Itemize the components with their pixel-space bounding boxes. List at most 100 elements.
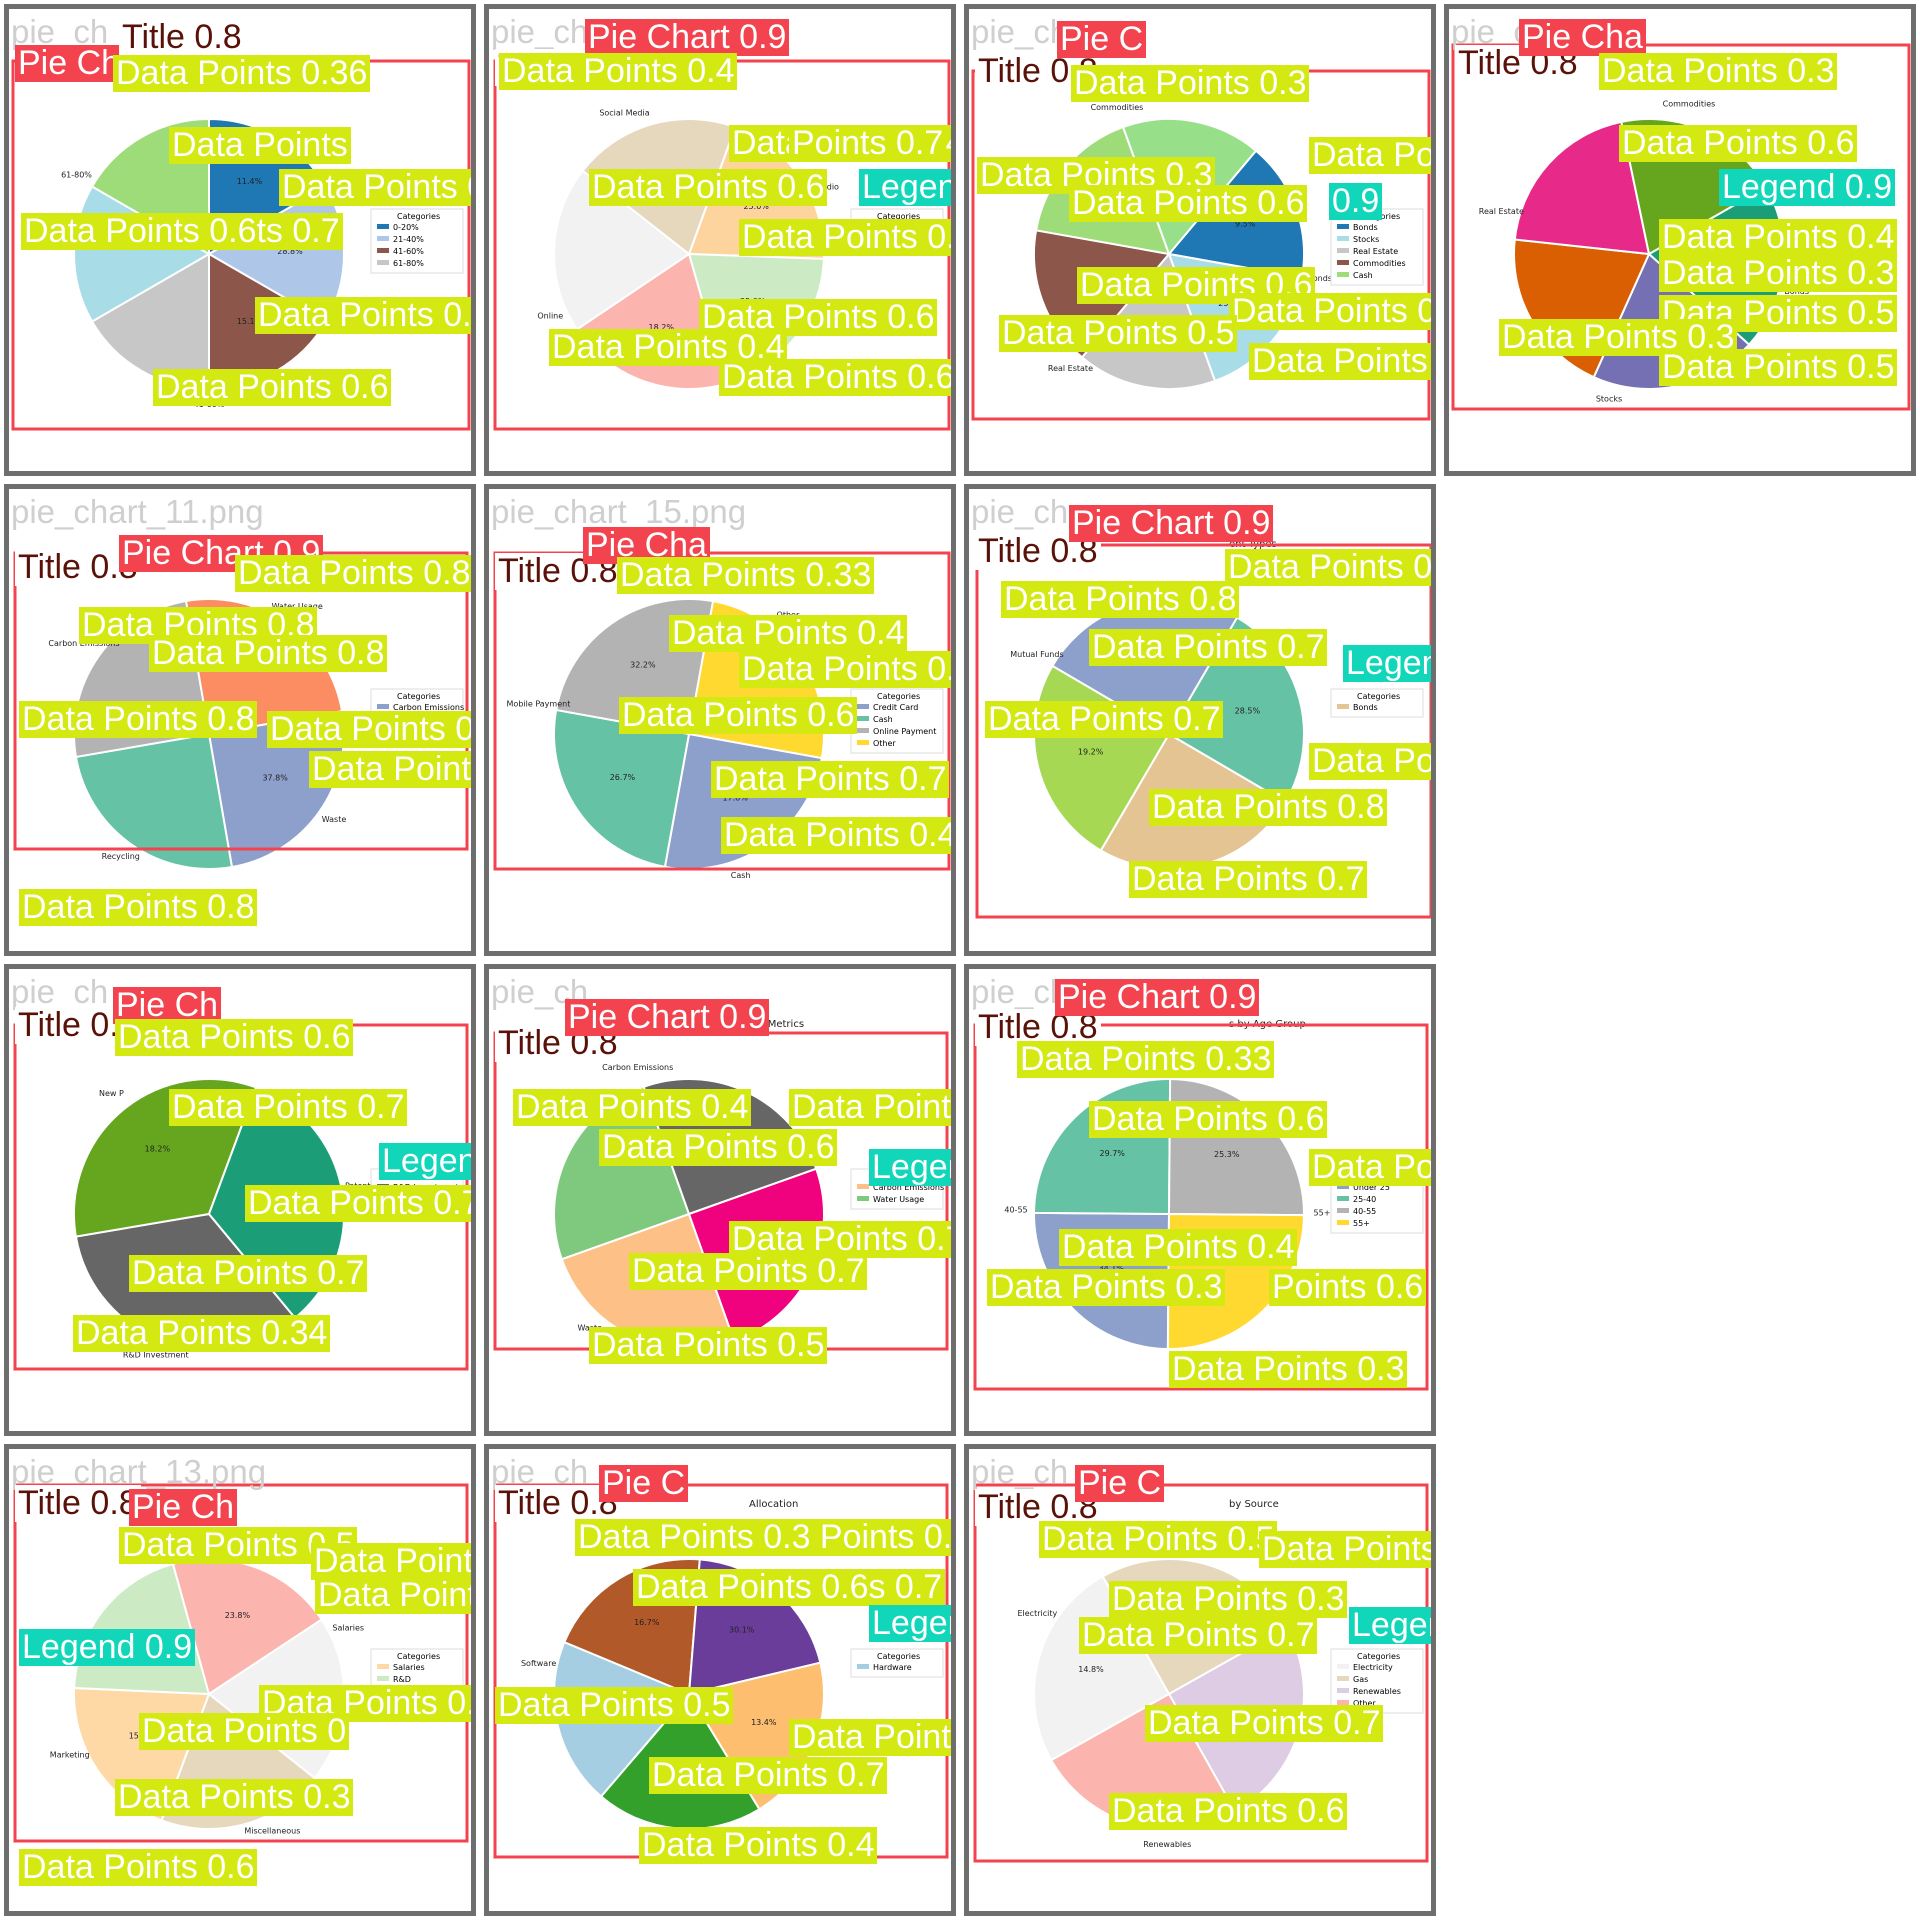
data-points-label: Data Points 0.6 bbox=[739, 219, 951, 256]
detection-tile: pie_ch5.2%19.2%11.7%28.5%BondsMutual Fun… bbox=[964, 484, 1436, 956]
legend-item-label: Bonds bbox=[1353, 223, 1378, 232]
pie-chart-label: Pie Chart 0.9 bbox=[585, 19, 790, 56]
data-points-label: Data Points 0.6 bbox=[153, 369, 392, 406]
legend-swatch bbox=[1337, 236, 1349, 241]
slice-name-label: Bonds bbox=[1307, 274, 1332, 283]
legend-item-label: Other bbox=[1353, 1699, 1376, 1708]
data-points-label: Data Points 0.7 bbox=[1145, 1705, 1384, 1742]
data-points-label: Data Points 0.8 bbox=[19, 701, 258, 738]
slice-percentage-label: 19.2% bbox=[1078, 748, 1104, 757]
legend-title: Categories bbox=[877, 1652, 920, 1661]
legend-item-label: R&D bbox=[393, 1675, 411, 1684]
legend-label: Legend 0.9 bbox=[869, 1605, 951, 1642]
slice-name-label: Real Estate bbox=[1479, 207, 1524, 216]
slice-name-label: Real Estate bbox=[1048, 364, 1093, 373]
legend-swatch bbox=[857, 716, 869, 721]
slice-percentage-label: 13.4% bbox=[751, 1718, 777, 1727]
data-points-label: Data Points 0.5 bbox=[1249, 343, 1431, 380]
data-points-label: Data Points 0.7 bbox=[649, 1757, 888, 1794]
data-points-label: Data Points 0.3 bbox=[1309, 137, 1431, 174]
chart-legend: Categories Bonds bbox=[1330, 688, 1424, 718]
slice-name-label: Marketing bbox=[50, 1750, 90, 1759]
data-points-label: Data Points 0.3 Points 0. bbox=[575, 1519, 951, 1556]
slice-name-label: Miscellaneous bbox=[244, 1826, 300, 1835]
legend-item-label: Stocks bbox=[1353, 235, 1379, 244]
data-points-label: Data Points 0.4 bbox=[1059, 1229, 1298, 1266]
slice-percentage-label: 28.5% bbox=[1235, 706, 1261, 715]
slice-name-label: Commodities bbox=[1091, 103, 1144, 112]
detection-tile: pie_ch25.0%25.0%18.2%RadioPrintOnlineSoc… bbox=[484, 4, 956, 476]
slice-name-label: Renewables bbox=[1143, 1840, 1191, 1849]
pie-slice bbox=[553, 169, 691, 331]
data-points-label: Data Points 0.7 bbox=[629, 1253, 868, 1290]
data-points-label: Data Points 0.7 bbox=[129, 1255, 368, 1292]
legend-label: Legend 0.9 bbox=[19, 1629, 196, 1666]
legend-swatch bbox=[1337, 272, 1349, 277]
pie-chart-label: Pie Chart 0.9 bbox=[565, 999, 770, 1036]
pie-chart-label: Pie Cha bbox=[1519, 19, 1646, 56]
image-filename: pie_ch bbox=[11, 973, 109, 1010]
data-points-label: Data Points 0.6s 0.7 bbox=[633, 1569, 946, 1606]
slice-percentage-label: 26.7% bbox=[610, 773, 636, 782]
pie-chart-label: Pie C bbox=[1075, 1465, 1165, 1502]
data-points-label: Points 0.6 bbox=[1269, 1269, 1427, 1306]
data-points-label: Data Points 0.7 bbox=[169, 1089, 408, 1126]
data-points-label: Data Points 0.8 bbox=[19, 889, 258, 926]
image-filename: pie_chart_13.png bbox=[11, 1453, 267, 1490]
slice-percentage-label: 9.5% bbox=[1235, 219, 1256, 228]
legend-title: Categories bbox=[397, 1652, 440, 1661]
data-points-label: Data Points 0.8 bbox=[1309, 743, 1431, 780]
slice-name-label: Radio bbox=[816, 182, 839, 191]
legend-title: Categories bbox=[1357, 1652, 1400, 1661]
chart-legend: Categories Credit Card Cash Online Payment O… bbox=[850, 688, 944, 754]
legend-swatch bbox=[1337, 1664, 1349, 1669]
data-points-label: Data Points 0.5 bbox=[789, 1719, 951, 1756]
chart-title-text: act Metrics bbox=[749, 1019, 804, 1030]
data-points-label: Data Points 0.34 bbox=[73, 1315, 331, 1352]
legend-item-label: Commodities bbox=[1353, 259, 1406, 268]
data-points-label: Data Points 0.6 bbox=[739, 651, 951, 688]
slice-percentage-label: 37.8% bbox=[262, 774, 288, 783]
legend-label: Legend 0.9 bbox=[1349, 1607, 1431, 1644]
data-points-label: Data Points 0.8 bbox=[149, 635, 388, 672]
legend-swatch bbox=[1337, 248, 1349, 253]
data-points-label: Data Points 0.7 bbox=[267, 711, 471, 748]
legend-swatch bbox=[1337, 1184, 1349, 1189]
slice-name-label: Mutual Funds bbox=[1010, 650, 1063, 659]
chart-title-text: by Source bbox=[1229, 1499, 1279, 1510]
detection-tile: pie_ch14.8%48.8%ElectricityOtherRenewabl… bbox=[964, 1444, 1436, 1916]
pie-chart-label: Pie Ch bbox=[15, 45, 124, 82]
slice-name-label: Carbon Emissions bbox=[602, 1063, 673, 1072]
legend-item-label: Water Usage bbox=[873, 1195, 924, 1204]
slice-percentage-label: 18.2% bbox=[649, 323, 675, 332]
slice-name-label: 61-80% bbox=[61, 171, 92, 180]
slice-name-label: Stocks bbox=[1596, 395, 1622, 404]
data-points-label: Data Points 0.3 bbox=[1659, 255, 1898, 292]
image-filename: pie_chart_15.png bbox=[491, 493, 747, 530]
image-filename: pie_ch bbox=[971, 493, 1069, 530]
data-points-label: Data Points 0.6 bbox=[789, 1089, 951, 1126]
data-points-label: Data Points 0.7 bbox=[1225, 549, 1431, 586]
legend-item-label: Real Estate bbox=[1353, 247, 1398, 256]
data-points-label: Data Points 0.3 bbox=[1599, 53, 1838, 90]
slice-name-label: Social Media bbox=[599, 108, 649, 117]
legend-swatch bbox=[377, 248, 389, 253]
data-points-label: Data Points 0.6 bbox=[619, 697, 858, 734]
data-points-label: Data Points 0.6 bbox=[719, 359, 951, 396]
data-points-label: Data Points 0.7 bbox=[245, 1185, 471, 1222]
legend-swatch bbox=[1337, 1700, 1349, 1705]
pie-chart-bbox bbox=[973, 1023, 1429, 1391]
data-points-label: Data Points 0.7 bbox=[729, 1221, 951, 1258]
data-points-label: Data Points 0.7 bbox=[1129, 861, 1368, 898]
data-points-label: Data Points 0.7 bbox=[1089, 629, 1328, 666]
detection-tile: pie_chart_11.png 37.8% Waste Recycling Carbo… bbox=[4, 484, 476, 956]
data-points-label: Data Points 0.5 bbox=[495, 1687, 734, 1724]
legend-item-label: Gas bbox=[1353, 1675, 1368, 1684]
legend-item-label: Hardware bbox=[873, 1663, 912, 1672]
data-points-label: Data Points 0.4 bbox=[1659, 219, 1898, 256]
data-points-label: Data Points 0.4 bbox=[669, 615, 908, 652]
slice-percentage-label: 16.7% bbox=[634, 1618, 660, 1627]
legend-swatch bbox=[1337, 1220, 1349, 1225]
data-points-label: Data Points 0.8 bbox=[1001, 581, 1240, 618]
